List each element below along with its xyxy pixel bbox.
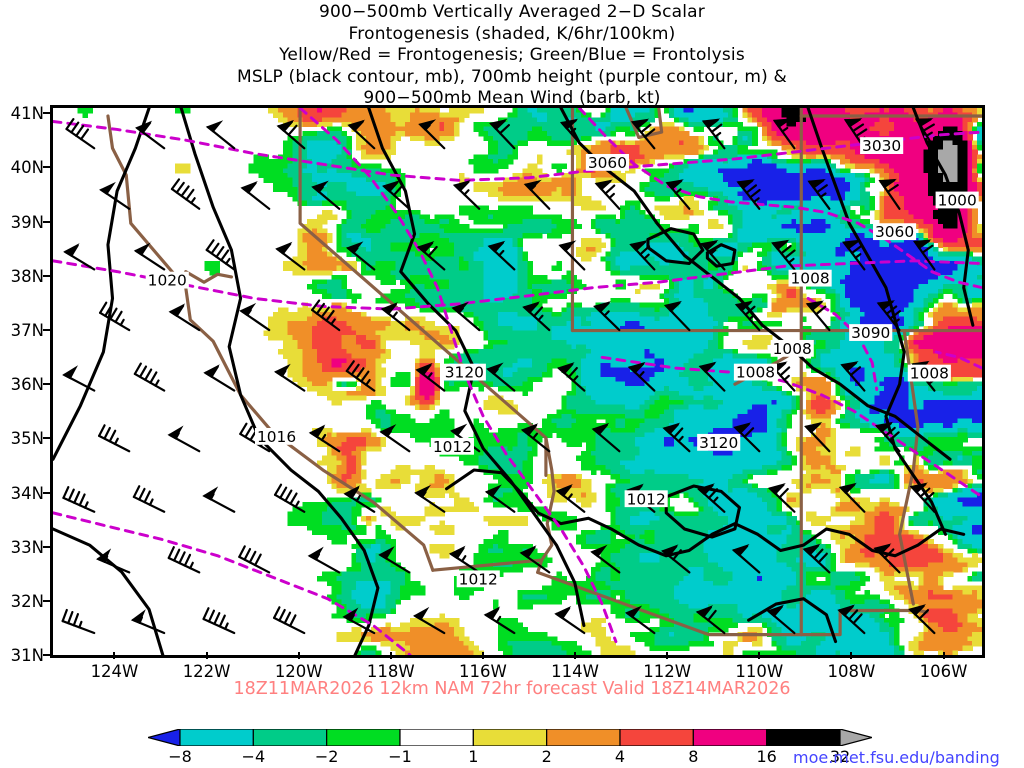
latitude-tick-label: 39N — [10, 212, 44, 232]
colorbar-tick-label: 8 — [688, 747, 699, 766]
longitude-tick-label: 118W — [366, 662, 415, 681]
colorbar-tick-label: −1 — [388, 747, 412, 766]
source-watermark: moe.met.fsu.edu/banding — [793, 748, 1000, 767]
mslp-contour-label: 1008 — [733, 364, 778, 382]
colorbar-segment — [619, 729, 694, 746]
height-contour-label: 3030 — [860, 137, 904, 155]
map-plot-area: 1020 1016 1012 1012 1012 1008 1008 1008 1008 1000… — [50, 105, 985, 658]
colorbar-tick-label: 4 — [614, 747, 626, 766]
longitude-tick — [297, 652, 300, 659]
latitude-tick-label: 36N — [10, 375, 44, 395]
mslp-contour-label: 1008 — [770, 340, 814, 358]
colorbar-max-arrow — [839, 729, 872, 746]
colorbar-tick-label: 16 — [756, 747, 777, 766]
latitude-tick-label: 40N — [10, 158, 44, 178]
latitude-tick — [43, 491, 50, 494]
map-canvas: 1020 1016 1012 1012 1012 1008 1008 1008 1008 1000… — [53, 108, 982, 655]
height-contour-label: 3120 — [442, 364, 486, 382]
longitude-tick — [205, 652, 208, 659]
colorbar-segment — [766, 729, 841, 746]
chart-title-block: 900−500mb Vertically Averaged 2−D Scalar… — [0, 2, 1024, 110]
colorbar-tick-label: 32 — [829, 747, 851, 766]
colorbar-segment — [692, 729, 768, 746]
title-line-3: Yellow/Red = Frontogenesis; Green/Blue =… — [279, 45, 745, 65]
longitude-tick-label: 122W — [182, 662, 231, 681]
height-contour-label: 3090 — [849, 324, 893, 342]
title-line-1: 900−500mb Vertically Averaged 2−D Scalar — [319, 2, 705, 22]
latitude-tick-label: 33N — [10, 537, 44, 557]
longitude-tick-label: 114W — [551, 662, 599, 681]
forecast-caption: 18Z11MAR2026 12km NAM 72hr forecast Vali… — [233, 679, 791, 699]
colorbar-tick-label: 2 — [541, 747, 552, 766]
colorbar-segment — [179, 729, 254, 746]
wind-barbs — [61, 118, 936, 635]
latitude-tick-label: 34N — [10, 483, 44, 503]
latitude-tick — [43, 220, 50, 223]
latitude-tick — [43, 383, 50, 386]
longitude-tick-label: 108W — [827, 662, 876, 681]
colorbar-segment — [472, 729, 548, 746]
colorbar-tick-label: −2 — [314, 747, 339, 766]
height-contour-label: 3120 — [697, 434, 741, 452]
height-contour-label: 3060 — [873, 223, 917, 241]
title-line-2: Frontogenesis (shaded, K/6hr/100km) — [348, 23, 676, 44]
longitude-tick — [942, 652, 945, 659]
longitude-tick-label: 124W — [90, 662, 139, 681]
longitude-tick-label: 120W — [274, 662, 323, 681]
colorbar-segment — [252, 729, 328, 746]
longitude-tick — [113, 652, 116, 659]
colorbar-tick-label: −4 — [241, 747, 266, 766]
longitude-tick-label: 106W — [919, 662, 968, 681]
latitude-tick — [43, 545, 50, 548]
latitude-tick-label: 35N — [10, 429, 44, 449]
colorbar-min-arrow — [148, 729, 181, 746]
latitude-tick-label: 37N — [10, 320, 44, 340]
colorbar-segment — [399, 729, 474, 746]
height-contour-label: 3060 — [585, 154, 629, 172]
latitude-tick — [43, 437, 50, 440]
longitude-tick — [850, 652, 853, 659]
title-line-4: MSLP (black contour, mb), 700mb height (… — [236, 66, 788, 87]
mslp-contour-label: 1016 — [254, 428, 299, 446]
longitude-tick-label: 116W — [459, 662, 507, 681]
colorbar-segment — [546, 729, 621, 746]
mslp-contour-label: 1008 — [907, 365, 951, 383]
mslp-contour-label: 1012 — [430, 438, 474, 456]
longitude-tick-label: 112W — [643, 662, 692, 681]
colorbar-segment — [326, 729, 401, 746]
colorbar — [148, 729, 872, 746]
latitude-tick — [43, 328, 50, 331]
latitude-tick — [43, 654, 50, 657]
colorbar-tick-label: 1 — [468, 747, 479, 766]
latitude-tick-label: 32N — [10, 592, 44, 612]
mslp-contour-label: 1020 — [145, 272, 189, 290]
title-line-5: 900−500mb Mean Wind (barb, kt) — [363, 88, 661, 108]
longitude-tick — [389, 652, 392, 659]
longitude-tick — [758, 652, 761, 659]
mslp-contour-label: 1012 — [624, 490, 668, 508]
longitude-tick — [574, 652, 577, 659]
latitude-tick — [43, 166, 50, 169]
latitude-tick — [43, 274, 50, 277]
longitude-tick — [481, 652, 484, 659]
latitude-tick-label: 31N — [10, 646, 44, 666]
latitude-tick — [43, 600, 50, 603]
mslp-contour-label: 1008 — [788, 270, 832, 288]
colorbar-swatches — [148, 729, 872, 746]
colorbar-tick-label: −8 — [168, 747, 192, 766]
latitude-tick — [43, 112, 50, 115]
latitude-tick-label: 41N — [10, 104, 44, 124]
latitude-tick-label: 38N — [10, 266, 44, 286]
mslp-contour-label: 1012 — [456, 570, 500, 588]
longitude-tick — [666, 652, 669, 659]
mslp-contour-label: 1000 — [935, 192, 979, 210]
longitude-tick-label: 110W — [735, 662, 784, 681]
